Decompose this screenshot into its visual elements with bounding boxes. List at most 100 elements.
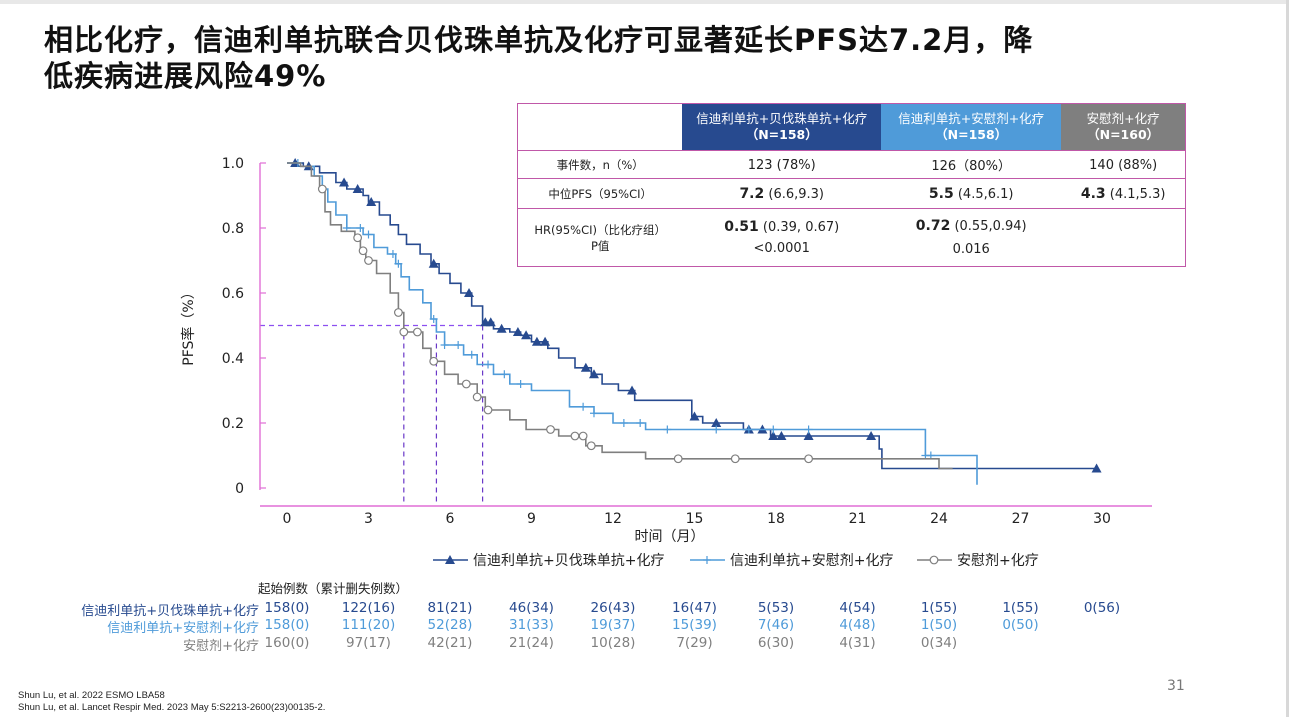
censor-circle — [429, 356, 439, 366]
censor-plus — [619, 419, 628, 427]
x-tick-label: 12 — [604, 511, 622, 527]
cell-value: (6.6,9.3) — [764, 186, 825, 202]
reference-1: Shun Lu, et al. 2022 ESMO LBA58 — [18, 690, 165, 701]
censor-circle — [413, 327, 422, 337]
x-tick-label: 30 — [1093, 511, 1111, 527]
table-cell: 123 (78%) — [682, 150, 882, 179]
censor-triangle — [866, 431, 877, 440]
censor-plus — [516, 380, 525, 388]
censor-triangle — [776, 431, 787, 440]
title-line-1: 相比化疗，信迪利单抗联合贝伐珠单抗及化疗可显著延长PFS达7.2月，降 — [44, 23, 1034, 57]
censor-plus — [663, 425, 672, 434]
cell-value: 123 (78%) — [747, 157, 816, 173]
header-sintilimab-bev: 信迪利单抗+贝伐珠单抗+化疗 （N=158） — [682, 103, 882, 151]
censor-circle — [483, 405, 493, 415]
slide-top-border — [0, 0, 1289, 4]
table-cell: 5.5 (4.5,6.1) — [881, 178, 1062, 209]
series-2 — [287, 162, 953, 470]
x-tick-label: 24 — [930, 511, 948, 527]
table-cell: 7.2 (6.6,9.3) — [682, 178, 882, 209]
censor-plus — [636, 419, 645, 427]
row-label: 中位PFS（95%CI） — [517, 178, 683, 209]
censor-triangle — [512, 327, 523, 336]
y-axis-label: PFS率（%） — [180, 285, 197, 365]
reference-2: Shun Lu, et al. Lancet Respir Med. 2023 … — [18, 702, 326, 713]
header-label: 安慰剂+化疗 — [1086, 111, 1160, 126]
cell-value: 140 (88%) — [1089, 157, 1158, 173]
x-axis-label: 时间（月） — [635, 529, 705, 545]
x-tick-label: 27 — [1012, 511, 1030, 527]
table-cell: 4.3 (4.1,5.3) — [1061, 178, 1186, 209]
censor-triangle — [531, 336, 542, 346]
header-label: 信迪利单抗+安慰剂+化疗 — [898, 111, 1045, 126]
header-placebo: 安慰剂+化疗 （N=160） — [1061, 103, 1186, 151]
cell-value: (4.1,5.3) — [1105, 186, 1166, 202]
censor-plus — [440, 341, 449, 349]
censor-plus — [769, 425, 778, 434]
censor-triangle — [352, 184, 363, 193]
x-tick-label: 0 — [283, 511, 292, 527]
header-n: （N=160） — [1087, 127, 1160, 142]
cell-bold-value: 7.2 — [739, 185, 765, 202]
censor-plus — [454, 341, 463, 349]
p-label: P值 — [590, 238, 610, 253]
summary-row-events: 事件数，n（%） 123 (78%) 126（80%） 140 (88%) — [517, 150, 1186, 179]
y-tick-label: 0.2 — [222, 416, 244, 432]
hr-value: 0.72 — [915, 218, 951, 234]
censor-plus — [579, 402, 588, 411]
censor-plus — [394, 259, 403, 268]
censor-circle — [399, 327, 409, 337]
km-curve — [287, 162, 1097, 470]
censor-triangle — [627, 385, 638, 395]
censor-circle — [317, 184, 327, 194]
hr-ci: (0.55,0.94) — [950, 219, 1027, 234]
censor-circle — [364, 256, 373, 265]
censor-plus — [356, 224, 365, 232]
table-cell: 0.51 (0.39, 0.67) <0.0001 — [682, 208, 882, 267]
censor-triangle — [580, 362, 591, 372]
censor-circle — [546, 425, 555, 434]
cell-bold-value: 4.3 — [1080, 185, 1106, 202]
summary-table: 信迪利单抗+贝伐珠单抗+化疗 （N=158） 信迪利单抗+安慰剂+化疗 （N=1… — [517, 103, 1186, 267]
censor-plus — [500, 370, 509, 379]
series-0 — [287, 158, 1102, 473]
header-n: （N=158） — [935, 127, 1008, 142]
censor-plus — [388, 250, 397, 258]
table-cell — [1061, 208, 1186, 267]
km-curve — [287, 162, 978, 485]
table-cell: 126（80%） — [881, 150, 1062, 179]
censor-triangle — [464, 288, 475, 297]
summary-header-row: 信迪利单抗+贝伐珠单抗+化疗 （N=158） 信迪利单抗+安慰剂+化疗 （N=1… — [517, 103, 1186, 151]
legend-label: 安慰剂+化疗 — [957, 552, 1039, 569]
censor-plus — [712, 425, 721, 434]
censor-plus — [467, 350, 476, 359]
censor-triangle — [496, 323, 507, 333]
cell-value: 126（80%） — [931, 159, 1012, 174]
y-tick-label: 0.4 — [222, 351, 244, 367]
hr-value: 0.51 — [724, 219, 759, 235]
summary-row-median-pfs: 中位PFS（95%CI） 7.2 (6.6,9.3) 5.5 (4.5,6.1)… — [517, 178, 1186, 209]
censor-circle — [929, 555, 939, 565]
censor-circle — [570, 431, 580, 441]
header-label: 信迪利单抗+贝伐珠单抗+化疗 — [696, 111, 868, 126]
summary-row-hr: HR(95%CI)（比化疗组） P值 0.51 (0.39, 0.67) <0.… — [517, 208, 1186, 267]
censor-circle — [472, 392, 482, 402]
row-label: HR(95%CI)（比化疗组） P值 — [517, 208, 683, 267]
censor-circle — [461, 379, 471, 389]
references: Shun Lu, et al. 2022 ESMO LBA58 Shun Lu,… — [18, 690, 325, 714]
censor-circle — [353, 233, 363, 243]
legend-label: 信迪利单抗+安慰剂+化疗 — [730, 552, 893, 569]
censor-triangle — [588, 369, 599, 379]
censor-triangle — [689, 411, 700, 421]
censor-triangle — [485, 317, 496, 327]
header-sintilimab-placebo: 信迪利单抗+安慰剂+化疗 （N=158） — [881, 103, 1062, 151]
censor-triangle — [803, 431, 814, 440]
title-line-2: 低疾病进展风险49% — [44, 59, 327, 93]
y-tick-label: 1.0 — [222, 156, 244, 172]
x-tick-label: 21 — [849, 511, 867, 527]
x-tick-label: 18 — [767, 511, 785, 527]
censor-triangle — [711, 418, 722, 427]
censor-circle — [358, 246, 368, 256]
censor-triangle — [445, 555, 455, 564]
